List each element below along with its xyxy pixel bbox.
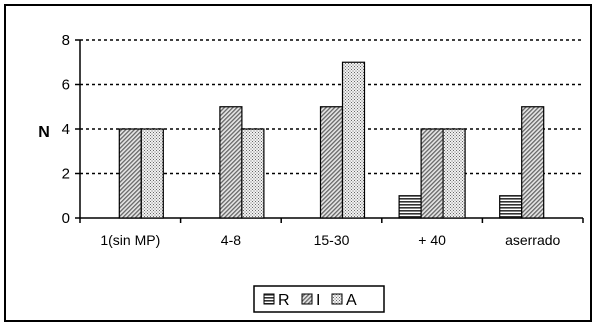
bar-A-3 (442, 128, 466, 219)
bar-I-3 (420, 128, 444, 219)
chart-frame (4, 4, 592, 322)
bar-I-4 (521, 106, 545, 219)
legend-label-R: R (278, 292, 290, 309)
y-tick-label: 8 (62, 32, 70, 49)
bar-I-2 (319, 106, 344, 219)
bar-R-3 (398, 195, 422, 219)
bar-R-4 (499, 195, 523, 219)
tick-labels: 0 2 4 6 8 1(sin MP) 4-8 15-30 + 40 aserrado (62, 32, 561, 248)
x-tick-label: 1(sin MP) (100, 232, 160, 248)
y-tick-label: 6 (62, 77, 70, 94)
bar-A-1 (241, 128, 265, 219)
legend-label-A: A (346, 292, 357, 309)
bar-A-2 (341, 61, 366, 219)
y-axis-label: N (38, 124, 50, 141)
legend-label-I: I (316, 292, 320, 309)
legend-swatch-I (301, 293, 313, 305)
x-tick-label: 15-30 (314, 232, 350, 248)
legend-swatch-R (263, 293, 275, 305)
x-tick-label: 4-8 (221, 232, 241, 248)
y-tick-label: 2 (62, 166, 70, 183)
bar-A-0 (140, 128, 164, 219)
legend-swatch-A (331, 293, 343, 305)
x-tick-label: + 40 (418, 232, 446, 248)
bars (118, 61, 545, 219)
bar-I-1 (219, 106, 243, 219)
y-tick-label: 0 (62, 210, 70, 227)
bar-I-0 (118, 128, 142, 219)
legend-box (253, 285, 385, 313)
x-tick-label: aserrado (505, 232, 560, 248)
y-tick-label: 4 (62, 121, 70, 138)
